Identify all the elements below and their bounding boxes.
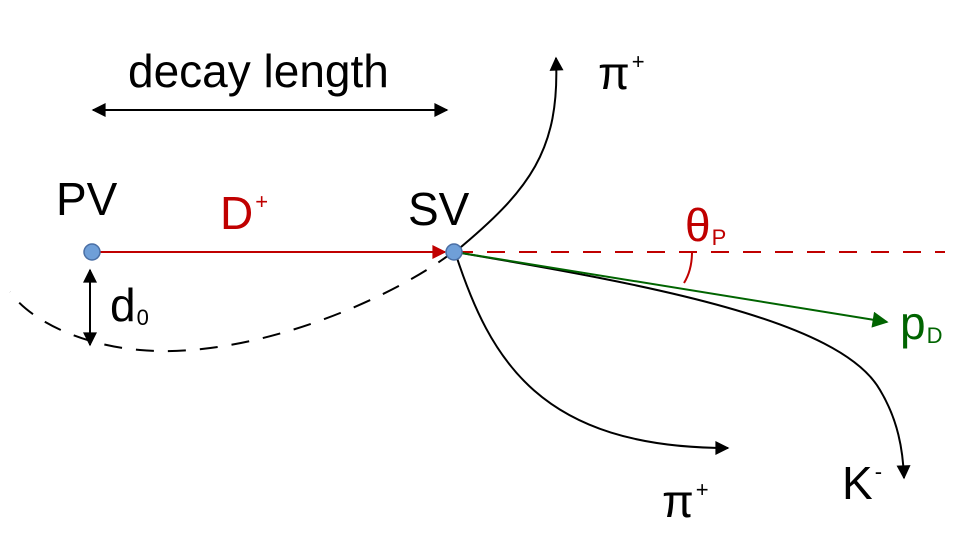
- pi-plus-bottom-label: π+: [662, 478, 709, 524]
- k-minus-label: K-: [842, 460, 882, 506]
- pi-plus-bottom-track: [454, 251, 730, 455]
- pd-subscript: D: [926, 323, 943, 348]
- secondary-vertex-dot: [445, 243, 463, 261]
- pi-plus-bottom-base: π: [662, 475, 694, 527]
- pi-plus-top-charge: +: [631, 49, 645, 74]
- d0-label: d0: [110, 279, 149, 331]
- pi-plus-top-base: π: [598, 47, 630, 99]
- theta-subscript: P: [711, 225, 727, 250]
- pi-plus-bottom-charge: +: [695, 477, 709, 502]
- d-meson-label: D+: [220, 190, 268, 236]
- d0-subscript: 0: [136, 305, 149, 330]
- pd-momentum-arrow: [454, 251, 889, 328]
- k-minus-charge: -: [874, 459, 883, 484]
- primary-vertex-dot: [83, 243, 101, 261]
- theta-base: θ: [685, 199, 711, 251]
- pv-label: PV: [56, 173, 118, 225]
- pi-plus-top-track: [454, 56, 564, 253]
- theta-angle-arc: [683, 251, 693, 284]
- sv-label: SV: [408, 183, 470, 235]
- k-minus-base: K: [842, 457, 873, 509]
- decay-length-label: decay length: [128, 45, 389, 97]
- track-extrapolation-dashed: [9, 251, 454, 353]
- d-meson-charge: +: [255, 189, 269, 214]
- theta-p-label: θP: [685, 199, 727, 251]
- k-minus-track: [454, 251, 911, 480]
- pi-plus-top-label: π+: [598, 50, 645, 96]
- pd-label: pD: [900, 297, 943, 349]
- d-meson-base: D: [220, 187, 254, 239]
- d0-base: d: [110, 279, 136, 331]
- pd-base: p: [900, 297, 926, 349]
